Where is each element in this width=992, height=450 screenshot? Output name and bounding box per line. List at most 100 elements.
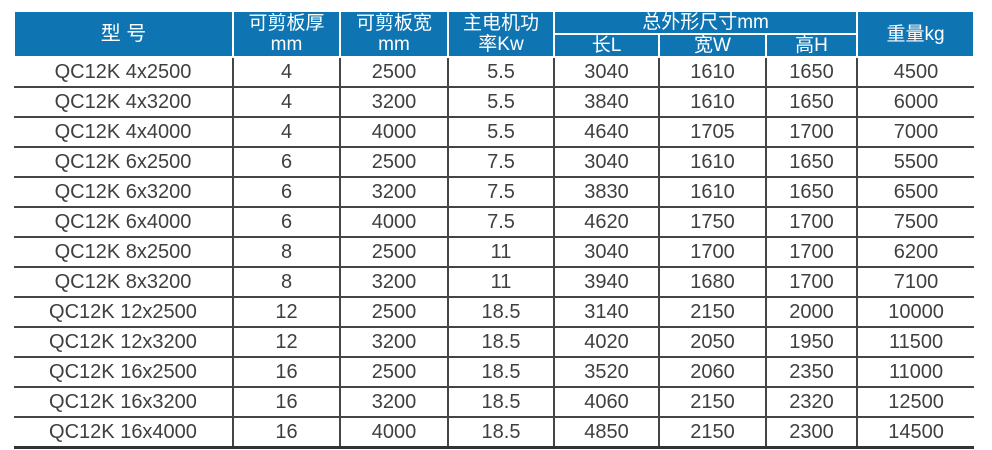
- cell-motor-power-kw: 11: [447, 237, 554, 268]
- cell-cut-thickness-mm: 16: [232, 357, 340, 388]
- table-row: QC12K 16x4000 16 4000 18.5 4850 2150 2300 14500: [14, 417, 975, 449]
- cell-height-mm: 2000: [764, 297, 858, 328]
- cell-width-mm: 2150: [658, 387, 766, 418]
- spec-sheet-page: 型 号 可剪板厚 mm 可剪板宽 mm 主电机功 率Kw 总外形尺寸mm: [0, 10, 992, 450]
- col-header-width-label: 宽W: [694, 35, 731, 56]
- cell-length-mm: 4060: [553, 387, 659, 418]
- cell-weight-kg: 6000: [856, 87, 975, 118]
- cell-cut-width-mm: 2500: [339, 297, 448, 328]
- cell-width-mm: 1610: [658, 147, 766, 178]
- cell-width-mm: 1705: [658, 117, 766, 148]
- cell-height-mm: 1700: [764, 237, 858, 268]
- cell-motor-power-kw: 5.5: [447, 117, 554, 148]
- cell-length-mm: 4850: [553, 417, 659, 449]
- cell-cut-thickness-mm: 4: [232, 87, 340, 118]
- cell-height-mm: 1650: [764, 147, 858, 178]
- col-header-cut-width-label: 可剪板宽: [355, 13, 432, 34]
- cell-weight-kg: 4500: [856, 57, 975, 88]
- cell-motor-power-kw: 7.5: [447, 207, 554, 238]
- cell-length-mm: 3040: [553, 147, 659, 178]
- cell-length-mm: 3040: [553, 57, 659, 88]
- cell-cut-width-mm: 2500: [339, 147, 448, 178]
- cell-cut-width-mm: 3200: [339, 387, 448, 418]
- table-row: QC12K 6x3200 6 3200 7.5 3830 1610 1650 6500: [14, 177, 975, 208]
- cell-length-mm: 3840: [553, 87, 659, 118]
- cell-height-mm: 1700: [764, 207, 858, 238]
- cell-width-mm: 1610: [658, 87, 766, 118]
- cell-weight-kg: 5500: [856, 147, 975, 178]
- cell-height-mm: 1950: [764, 327, 858, 358]
- cell-model: QC12K 12x3200: [14, 327, 233, 358]
- col-header-height-label: 高H: [795, 35, 828, 56]
- cell-cut-thickness-mm: 12: [232, 327, 340, 358]
- cell-motor-power-kw: 5.5: [447, 57, 554, 88]
- cell-weight-kg: 11500: [856, 327, 975, 358]
- cell-length-mm: 3830: [553, 177, 659, 208]
- col-header-cut-thickness-label: 可剪板厚: [248, 13, 325, 34]
- cell-motor-power-kw: 18.5: [447, 357, 554, 388]
- col-header-weight: 重量kg: [856, 10, 976, 58]
- cell-height-mm: 1700: [764, 267, 858, 298]
- header-row-main: 型 号 可剪板厚 mm 可剪板宽 mm 主电机功 率Kw 总外形尺寸mm: [13, 10, 976, 58]
- table-row: QC12K 12x2500 12 2500 18.5 3140 2150 2000 10000: [14, 297, 975, 328]
- cell-model: QC12K 4x2500: [14, 57, 233, 88]
- col-header-cut-thickness-unit: mm: [270, 34, 303, 55]
- col-header-overall-dimensions: 总外形尺寸mm: [552, 10, 859, 35]
- cell-cut-thickness-mm: 16: [232, 417, 340, 449]
- cell-width-mm: 1610: [658, 177, 766, 208]
- cell-height-mm: 1650: [764, 177, 858, 208]
- cell-weight-kg: 12500: [856, 387, 975, 418]
- col-header-weight-label: 重量kg: [886, 23, 945, 45]
- table-row: QC12K 8x2500 8 2500 11 3040 1700 1700 6200: [14, 237, 975, 268]
- cell-height-mm: 1650: [764, 57, 858, 88]
- cell-weight-kg: 7000: [856, 117, 975, 148]
- cell-model: QC12K 4x4000: [14, 117, 233, 148]
- cell-weight-kg: 10000: [856, 297, 975, 328]
- cell-motor-power-kw: 11: [447, 267, 554, 298]
- cell-cut-width-mm: 2500: [339, 357, 448, 388]
- cell-weight-kg: 14500: [856, 417, 975, 449]
- cell-height-mm: 2350: [764, 357, 858, 388]
- cell-cut-thickness-mm: 8: [232, 267, 340, 298]
- cell-cut-thickness-mm: 6: [232, 147, 340, 178]
- table-header: 型 号 可剪板厚 mm 可剪板宽 mm 主电机功 率Kw 总外形尺寸mm: [13, 10, 976, 58]
- cell-width-mm: 2150: [658, 417, 766, 449]
- cell-motor-power-kw: 18.5: [447, 297, 554, 328]
- cell-motor-power-kw: 18.5: [447, 327, 554, 358]
- cell-width-mm: 2050: [658, 327, 766, 358]
- cell-weight-kg: 6500: [856, 177, 975, 208]
- cell-weight-kg: 7100: [856, 267, 975, 298]
- col-header-height: 高H: [764, 33, 859, 58]
- table-row: QC12K 16x2500 16 2500 18.5 3520 2060 2350 11000: [14, 357, 975, 388]
- cell-cut-width-mm: 4000: [339, 117, 448, 148]
- table-row: QC12K 6x4000 6 4000 7.5 4620 1750 1700 7500: [14, 207, 975, 238]
- col-header-length-label: 长L: [591, 35, 622, 56]
- cell-motor-power-kw: 18.5: [447, 417, 554, 449]
- col-header-width: 宽W: [658, 33, 767, 58]
- cell-cut-thickness-mm: 12: [232, 297, 340, 328]
- cell-motor-power-kw: 7.5: [447, 147, 554, 178]
- cell-model: QC12K 8x2500: [14, 237, 233, 268]
- specifications-table: 型 号 可剪板厚 mm 可剪板宽 mm 主电机功 率Kw 总外形尺寸mm: [13, 10, 976, 449]
- col-header-cut-width: 可剪板宽 mm: [339, 10, 449, 58]
- cell-motor-power-kw: 7.5: [447, 177, 554, 208]
- cell-width-mm: 1750: [658, 207, 766, 238]
- table-row: QC12K 16x3200 16 3200 18.5 4060 2150 2320 12500: [14, 387, 975, 418]
- cell-model: QC12K 16x4000: [14, 417, 233, 449]
- cell-cut-thickness-mm: 4: [232, 117, 340, 148]
- table-row: QC12K 12x3200 12 3200 18.5 4020 2050 1950 11500: [14, 327, 975, 358]
- cell-model: QC12K 12x2500: [14, 297, 233, 328]
- cell-length-mm: 3040: [553, 237, 659, 268]
- cell-cut-width-mm: 2500: [339, 237, 448, 268]
- cell-cut-width-mm: 4000: [339, 417, 448, 449]
- table-row: QC12K 4x3200 4 3200 5.5 3840 1610 1650 6000: [14, 87, 975, 118]
- cell-weight-kg: 11000: [856, 357, 975, 388]
- cell-cut-thickness-mm: 8: [232, 237, 340, 268]
- cell-model: QC12K 6x3200: [14, 177, 233, 208]
- cell-width-mm: 1610: [658, 57, 766, 88]
- table-row: QC12K 6x2500 6 2500 7.5 3040 1610 1650 5500: [14, 147, 975, 178]
- cell-model: QC12K 16x2500: [14, 357, 233, 388]
- cell-width-mm: 1700: [658, 237, 766, 268]
- table-body: QC12K 4x2500 4 2500 5.5 3040 1610 1650 4500 QC12…: [14, 57, 975, 449]
- cell-weight-kg: 7500: [856, 207, 975, 238]
